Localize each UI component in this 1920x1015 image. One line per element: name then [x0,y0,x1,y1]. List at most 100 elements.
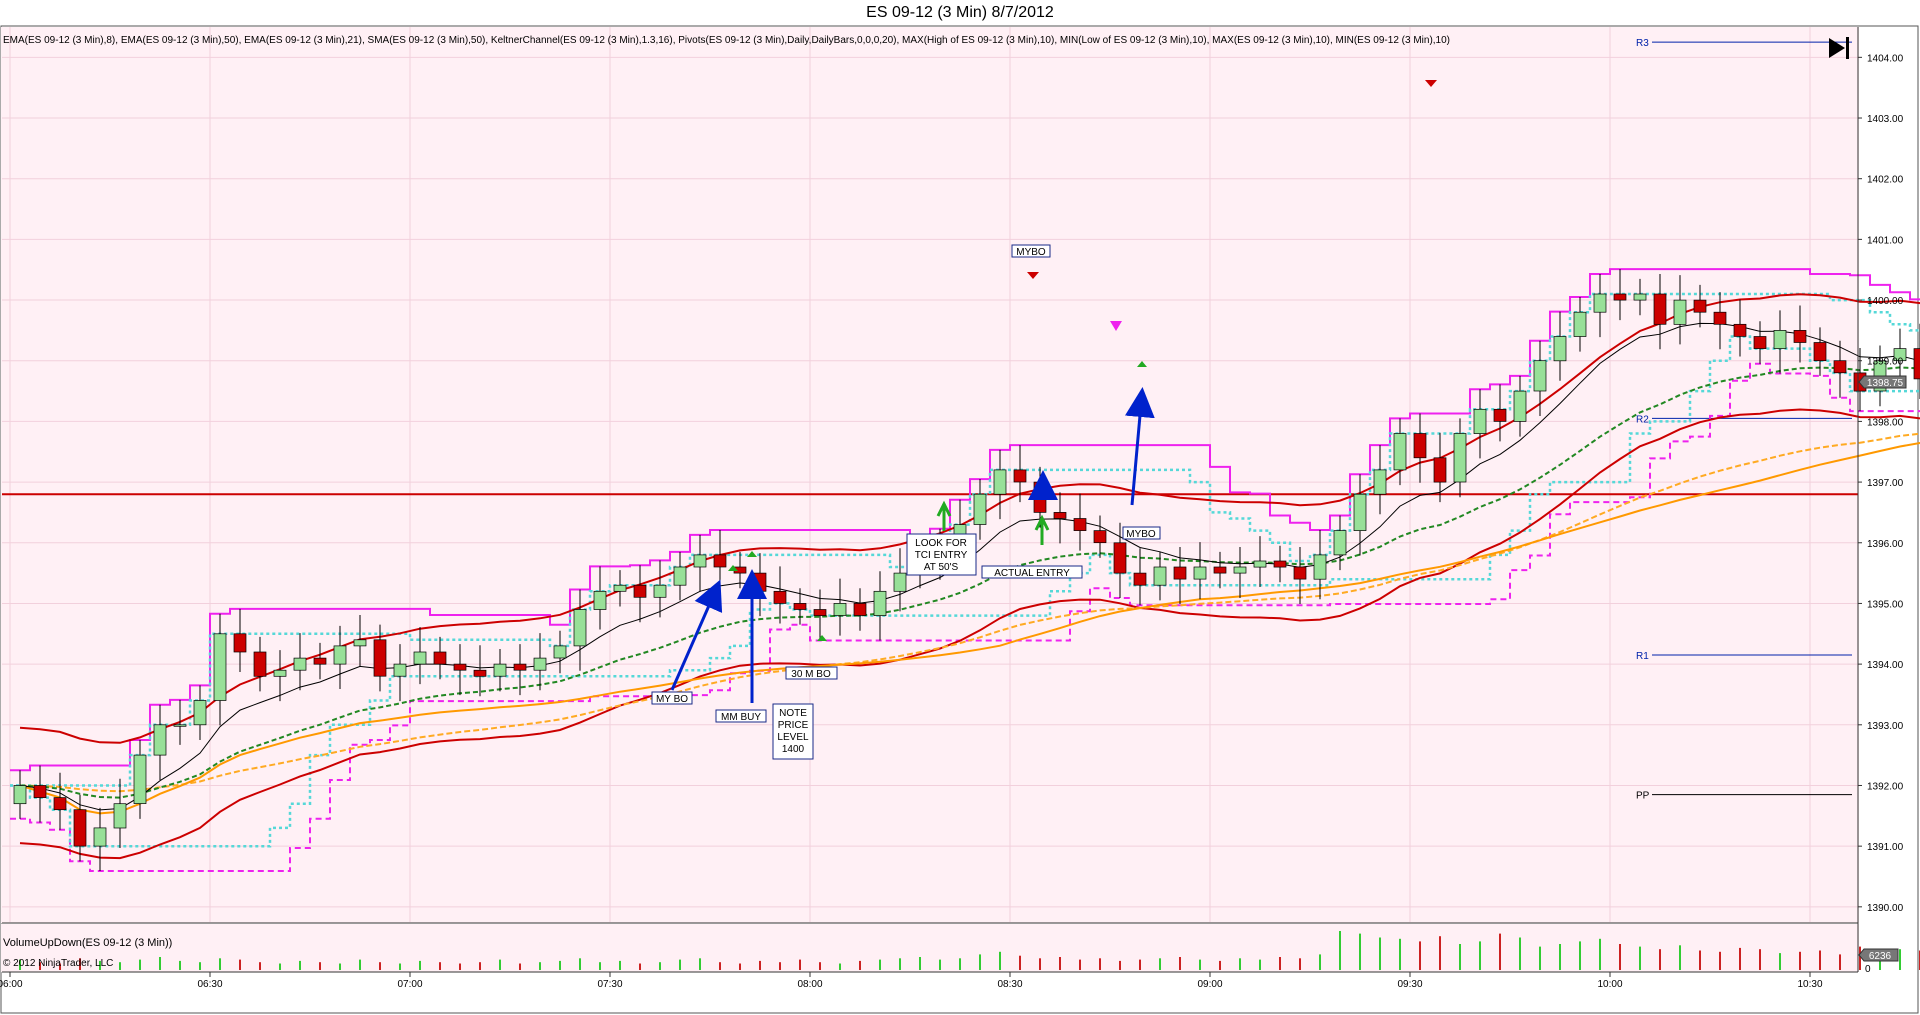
down-candle [1073,518,1087,531]
volume-up-bar [839,963,841,970]
volume-up-bar [219,958,221,970]
up-candle [553,645,567,659]
ema50-line [19,432,1920,793]
current-price-label: 1398.75 [1867,378,1904,389]
volume-down-bar [1719,951,1721,970]
actual-entry-label: ACTUAL ENTRY [994,568,1070,579]
volume-down-bar [319,962,321,970]
down-candle [253,651,267,677]
mybo-arrow [1124,387,1155,506]
mybo-high-box [1011,244,1051,258]
volume-up-bar [419,960,421,970]
up-candle [353,639,367,647]
volume-up-bar [1379,937,1381,970]
volume-up-bar [679,959,681,970]
note-line-1: NOTE [779,708,807,719]
note-box [772,703,814,760]
play-icon [1829,38,1845,58]
down-candle [713,554,727,568]
play-button[interactable] [1829,37,1849,59]
down-candle [813,609,827,616]
y-tick-label: 1402.00 [1867,175,1904,186]
volume-up-bar [339,963,341,970]
actual-entry-box [981,565,1083,579]
volume-up-bar [919,957,921,970]
x-tick-label: 06:30 [197,979,222,990]
mm-buy-label: MM BUY [721,712,761,723]
up-candle [533,657,547,671]
down-candle [853,603,867,616]
volume-up-bar [939,959,941,970]
volume-down-bar [1759,949,1761,970]
down-candle [1793,330,1807,343]
pivot-label-r2: R2 [1636,414,1649,425]
pivot-label-r3: R3 [1636,38,1649,49]
volume-down-bar [1799,951,1801,970]
volume-up-bar [299,960,301,970]
up-candle [993,469,1007,495]
volume-down-bar [1839,954,1841,970]
volume-up-bar [1359,933,1361,970]
up-candle [833,603,847,616]
pivot-lines: R3 R2 R1 PP [1636,38,1852,802]
down-candle [1713,311,1727,325]
end-bar-icon [1846,37,1849,59]
volume-up-bar [1639,946,1641,970]
up-candle [393,663,407,677]
up-candle [1513,390,1527,422]
down-candle [1213,566,1227,574]
x-tick-label: 09:30 [1397,979,1422,990]
volume-down-bar [759,960,761,970]
x-tick-label: 10:00 [1597,979,1622,990]
up-marker-icon [817,635,827,641]
up-candle [1673,299,1687,325]
y-tick-label: 1395.00 [1867,599,1904,610]
my-bo-label: MY BO [656,694,688,705]
up-candle [893,572,907,592]
y-tick-label: 1399.00 [1867,357,1904,368]
down-candle [433,651,447,665]
x-tick-label: 08:00 [797,979,822,990]
volume-zero-label: 0 [1865,964,1871,975]
my-bo-box [651,691,693,705]
up-candle [593,590,607,610]
volume-up-bar [1899,949,1901,970]
volume-down-bar [819,962,821,970]
volume-down-bar [39,962,41,970]
volume-up-bar [1339,931,1341,970]
volume-down-bar [1659,949,1661,970]
volume-down-bar [1099,958,1101,970]
volume-down-bar [1299,958,1301,970]
down-candle [1133,572,1147,586]
up-arrow-icon [936,500,952,531]
volume-down-bar [1139,959,1141,970]
volume-down-bar [439,962,441,970]
volume-up-bar [119,962,121,970]
up-candle [113,803,127,829]
up-candle [493,663,507,677]
down-candle [473,669,487,677]
up-candle [1893,348,1907,362]
up-marker-icon [747,551,757,557]
up-candle [1573,311,1587,337]
y-tick-label: 1397.00 [1867,478,1904,489]
volume-up-bar [959,958,961,970]
down-candle [313,657,327,665]
volume-up-bar [699,958,701,970]
volume-up-bar [579,958,581,970]
up-marker-icon [728,565,738,571]
volume-down-bar [1179,957,1181,970]
volume-up-bar [899,958,901,970]
down-candle [1293,566,1307,580]
up-candle [1353,493,1367,531]
copyright: © 2012 NinjaTrader, LLC [3,958,113,969]
up-candle [1533,360,1547,392]
note-line-3: LEVEL [777,732,809,743]
volume-value-tag: 6236 [1858,948,1899,962]
up-candle [1393,433,1407,471]
down-candle [1813,342,1827,362]
up-candle [673,566,687,586]
volume-up-bar [1539,946,1541,970]
